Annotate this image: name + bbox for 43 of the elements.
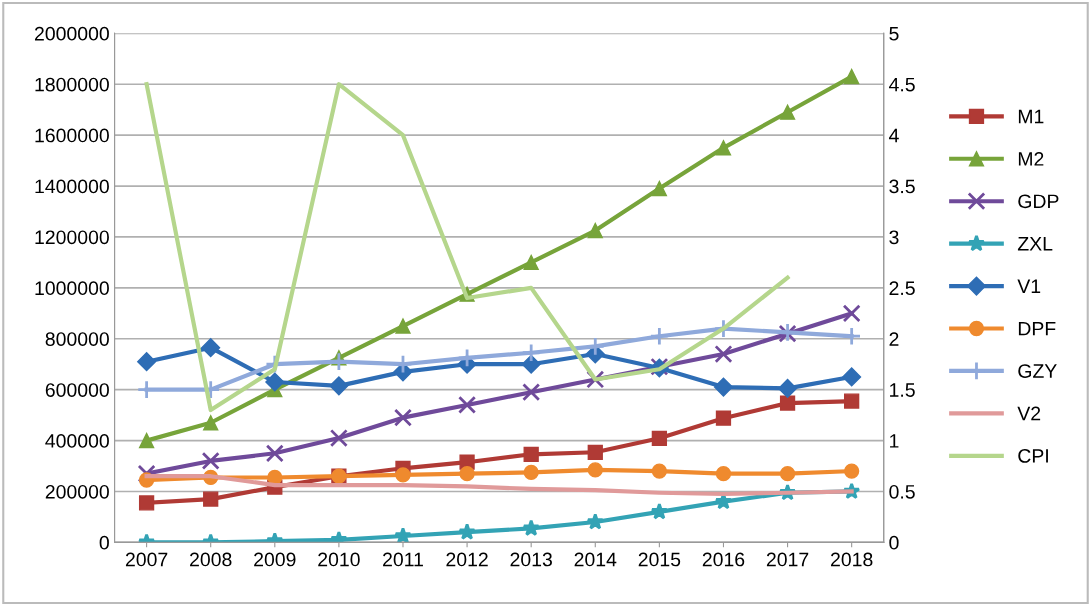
legend-label: GZY bbox=[1018, 364, 1057, 378]
legend-label: V2 bbox=[1017, 406, 1041, 421]
y2-tick-label: 1 bbox=[890, 434, 899, 448]
x-tick-label: 2013 bbox=[510, 552, 552, 567]
y-tick-label: 1800000 bbox=[35, 77, 109, 92]
x-tick-label: 2010 bbox=[318, 552, 360, 567]
x-tick-label: 2017 bbox=[766, 552, 809, 567]
y2-tick-label: 3.5 bbox=[889, 179, 915, 194]
y2-tick-label: 3 bbox=[889, 230, 899, 245]
x-tick-label: 2008 bbox=[190, 552, 232, 567]
y2-tick-label: 4 bbox=[889, 128, 899, 143]
y-tick-label: 1000000 bbox=[35, 281, 109, 296]
y-tick-label: 200000 bbox=[45, 484, 109, 499]
legend-label: DPF bbox=[1018, 321, 1056, 336]
x-tick-label: 2016 bbox=[702, 552, 745, 567]
y-tick-label: 1200000 bbox=[35, 230, 109, 245]
y2-tick-label: 4.5 bbox=[889, 77, 915, 92]
y-tick-label: 1600000 bbox=[35, 128, 109, 143]
x-tick-label: 2007 bbox=[125, 552, 168, 567]
x-tick-label: 2015 bbox=[638, 552, 681, 567]
legend-label: M2 bbox=[1018, 152, 1044, 166]
legend-label: CPI bbox=[1018, 449, 1048, 463]
legend-label: GDP bbox=[1018, 194, 1059, 209]
x-tick-label: 2009 bbox=[254, 552, 296, 567]
x-tick-label: 2011 bbox=[383, 552, 423, 567]
y2-tick-label: 2.5 bbox=[889, 281, 915, 296]
y2-tick-label: 2 bbox=[889, 332, 899, 346]
y-tick-label: 400000 bbox=[45, 434, 109, 448]
legend-label: M1 bbox=[1018, 109, 1044, 124]
legend-label: V1 bbox=[1017, 279, 1041, 293]
legend-label: ZXL bbox=[1017, 237, 1053, 251]
y-tick-label: 800000 bbox=[45, 332, 109, 346]
x-tick-label: 2018 bbox=[831, 552, 873, 567]
y2-tick-label: 1.5 bbox=[890, 383, 915, 397]
x-tick-label: 2014 bbox=[574, 552, 617, 567]
y2-tick-label: 5 bbox=[889, 27, 899, 41]
x-tick-label: 2012 bbox=[446, 552, 488, 567]
y-tick-label: 600000 bbox=[45, 383, 109, 397]
y-tick-label: 2000000 bbox=[34, 26, 109, 41]
y2-tick-label: 0.5 bbox=[889, 484, 915, 499]
y2-tick-label: 0 bbox=[889, 535, 899, 550]
y-tick-label: 0 bbox=[99, 535, 109, 550]
y-tick-label: 1400000 bbox=[35, 179, 109, 194]
